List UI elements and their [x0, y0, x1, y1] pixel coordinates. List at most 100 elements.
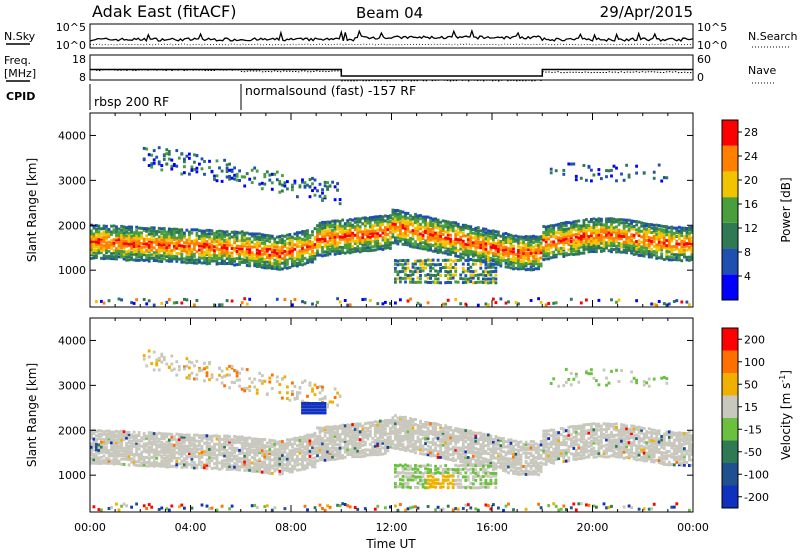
echo-cell	[331, 455, 334, 459]
echo-cell	[172, 257, 176, 261]
echo-cell	[313, 405, 317, 409]
echo-cell	[205, 262, 209, 266]
echo-cell	[492, 235, 495, 239]
echo-cell	[627, 224, 631, 228]
echo-cell	[627, 246, 631, 250]
echo-cell	[482, 241, 485, 245]
echo-cell	[235, 448, 239, 452]
echo-cell	[406, 262, 410, 266]
echo-cell	[640, 235, 643, 239]
echo-cell	[474, 248, 478, 252]
echo-cell	[127, 237, 131, 241]
nave-point	[292, 71, 294, 73]
echo-cell	[283, 249, 287, 253]
echo-cell	[524, 242, 528, 246]
echo-cell	[198, 252, 201, 256]
echo-cell	[132, 239, 136, 242]
echo-cell	[595, 244, 598, 248]
echo-cell	[175, 301, 179, 305]
echo-cell	[690, 228, 694, 232]
echo-cell	[130, 301, 133, 305]
echo-cell	[313, 254, 317, 258]
echo-cell	[263, 452, 267, 456]
echo-cell	[572, 242, 576, 246]
echo-cell	[321, 448, 324, 451]
echo-cell	[291, 259, 294, 263]
echo-cell	[97, 234, 101, 238]
echo-cell	[336, 224, 339, 228]
echo-cell	[100, 243, 103, 247]
echo-cell	[306, 436, 309, 440]
echo-cell	[539, 248, 543, 252]
echo-cell	[288, 467, 292, 471]
echo-cell	[286, 262, 289, 266]
echo-cell	[399, 280, 402, 284]
echo-cell	[122, 452, 126, 456]
echo-cell	[512, 264, 515, 268]
echo-cell	[260, 465, 264, 469]
echo-cell	[162, 448, 166, 452]
echo-cell	[592, 173, 596, 177]
echo-cell	[162, 233, 166, 237]
echo-cell	[401, 215, 405, 219]
echo-cell	[193, 442, 196, 446]
echo-cell	[660, 240, 664, 244]
echo-cell	[250, 168, 254, 172]
echo-cell	[115, 454, 118, 457]
echo-cell	[112, 433, 116, 437]
echo-cell	[183, 260, 186, 264]
echo-cell	[185, 244, 189, 248]
echo-cell	[263, 505, 267, 509]
echo-cell	[479, 243, 483, 247]
echo-cell	[260, 379, 264, 383]
echo-cell	[213, 251, 216, 254]
echo-cell	[243, 252, 247, 256]
echo-cell	[142, 460, 146, 464]
echo-cell	[406, 216, 410, 220]
echo-cell	[278, 448, 282, 452]
echo-cell	[622, 240, 626, 244]
echo-cell	[155, 447, 159, 451]
echo-cell	[255, 445, 259, 449]
echo-cell	[253, 234, 257, 238]
echo-cell	[318, 445, 322, 449]
echo-cell	[167, 459, 171, 463]
echo-cell	[193, 450, 196, 454]
echo-cell	[185, 376, 189, 380]
echo-cell	[180, 435, 184, 439]
echo-cell	[175, 259, 179, 263]
echo-cell	[436, 270, 440, 273]
echo-cell	[157, 160, 161, 164]
echo-cell	[268, 256, 272, 259]
echo-cell	[238, 179, 241, 182]
echo-cell	[288, 456, 292, 460]
nave-point	[322, 70, 324, 72]
echo-cell	[328, 222, 332, 226]
echo-cell	[265, 249, 269, 253]
echo-cell	[527, 257, 530, 261]
echo-cell	[519, 235, 523, 239]
echo-cell	[489, 229, 493, 233]
echo-cell	[612, 228, 616, 232]
echo-cell	[190, 447, 194, 451]
echo-cell	[165, 252, 169, 256]
echo-cell	[270, 181, 274, 185]
noise-search-trace	[89, 43, 694, 46]
echo-cell	[140, 444, 144, 448]
echo-cell	[281, 453, 284, 457]
echo-cell	[675, 299, 679, 303]
echo-cell	[293, 243, 297, 247]
echo-cell	[265, 253, 269, 257]
echo-cell	[672, 233, 676, 237]
echo-cell	[313, 408, 317, 412]
echo-cell	[170, 438, 174, 442]
echo-cell	[298, 263, 302, 266]
echo-cell	[311, 176, 314, 180]
echo-cell	[177, 241, 181, 245]
echo-cell	[318, 448, 322, 452]
echo-cell	[130, 228, 133, 232]
echo-cell	[547, 253, 551, 257]
echo-cell	[235, 174, 239, 178]
echo-cell	[363, 227, 367, 231]
echo-cell	[308, 242, 312, 246]
